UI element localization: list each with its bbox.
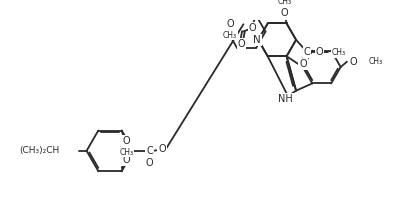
Text: (CH₃)₂CH: (CH₃)₂CH	[19, 146, 60, 155]
Text: O: O	[122, 155, 130, 165]
Text: O: O	[158, 144, 166, 154]
Text: CH₃: CH₃	[368, 57, 383, 66]
Text: C: C	[304, 48, 310, 58]
Text: O: O	[122, 136, 130, 146]
Text: CH₃: CH₃	[119, 145, 133, 154]
Text: N: N	[254, 35, 261, 45]
Text: O: O	[350, 57, 357, 67]
Text: CH₃: CH₃	[332, 48, 346, 57]
Text: NH: NH	[278, 94, 293, 104]
Text: O: O	[238, 39, 246, 49]
Text: O: O	[226, 19, 234, 29]
Text: O: O	[316, 48, 323, 58]
Text: O: O	[300, 59, 307, 69]
Text: CH₃: CH₃	[223, 31, 237, 40]
Text: CH₃: CH₃	[278, 0, 292, 6]
Text: O: O	[249, 23, 256, 33]
Text: C: C	[146, 146, 153, 156]
Text: O: O	[146, 159, 154, 169]
Text: CH₃: CH₃	[119, 148, 133, 157]
Text: O: O	[281, 8, 289, 18]
